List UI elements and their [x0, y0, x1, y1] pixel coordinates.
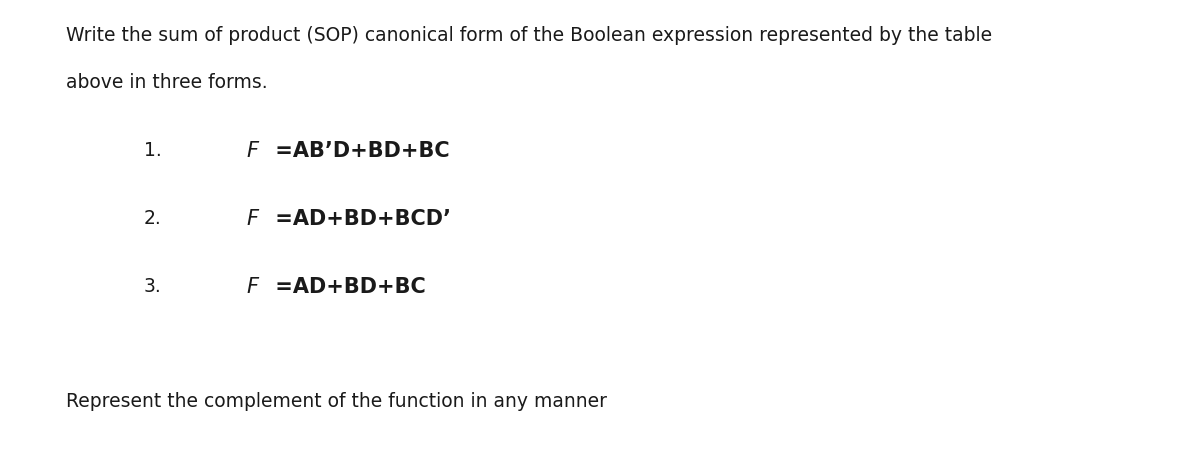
Text: above in three forms.: above in three forms. — [66, 73, 268, 92]
Text: Represent the complement of the function in any manner: Represent the complement of the function… — [66, 392, 607, 411]
Text: 3.: 3. — [144, 277, 162, 296]
Text: F: F — [246, 141, 258, 161]
Text: =AD+BD+BCD’: =AD+BD+BCD’ — [268, 209, 451, 229]
Text: 2.: 2. — [144, 209, 162, 228]
Text: F: F — [246, 277, 258, 297]
Text: 1.: 1. — [144, 141, 162, 160]
Text: =AD+BD+BC: =AD+BD+BC — [268, 277, 425, 297]
Text: F: F — [246, 209, 258, 229]
Text: =AB’D+BD+BC: =AB’D+BD+BC — [268, 141, 449, 161]
Text: Write the sum of product (SOP) canonical form of the Boolean expression represen: Write the sum of product (SOP) canonical… — [66, 26, 992, 45]
